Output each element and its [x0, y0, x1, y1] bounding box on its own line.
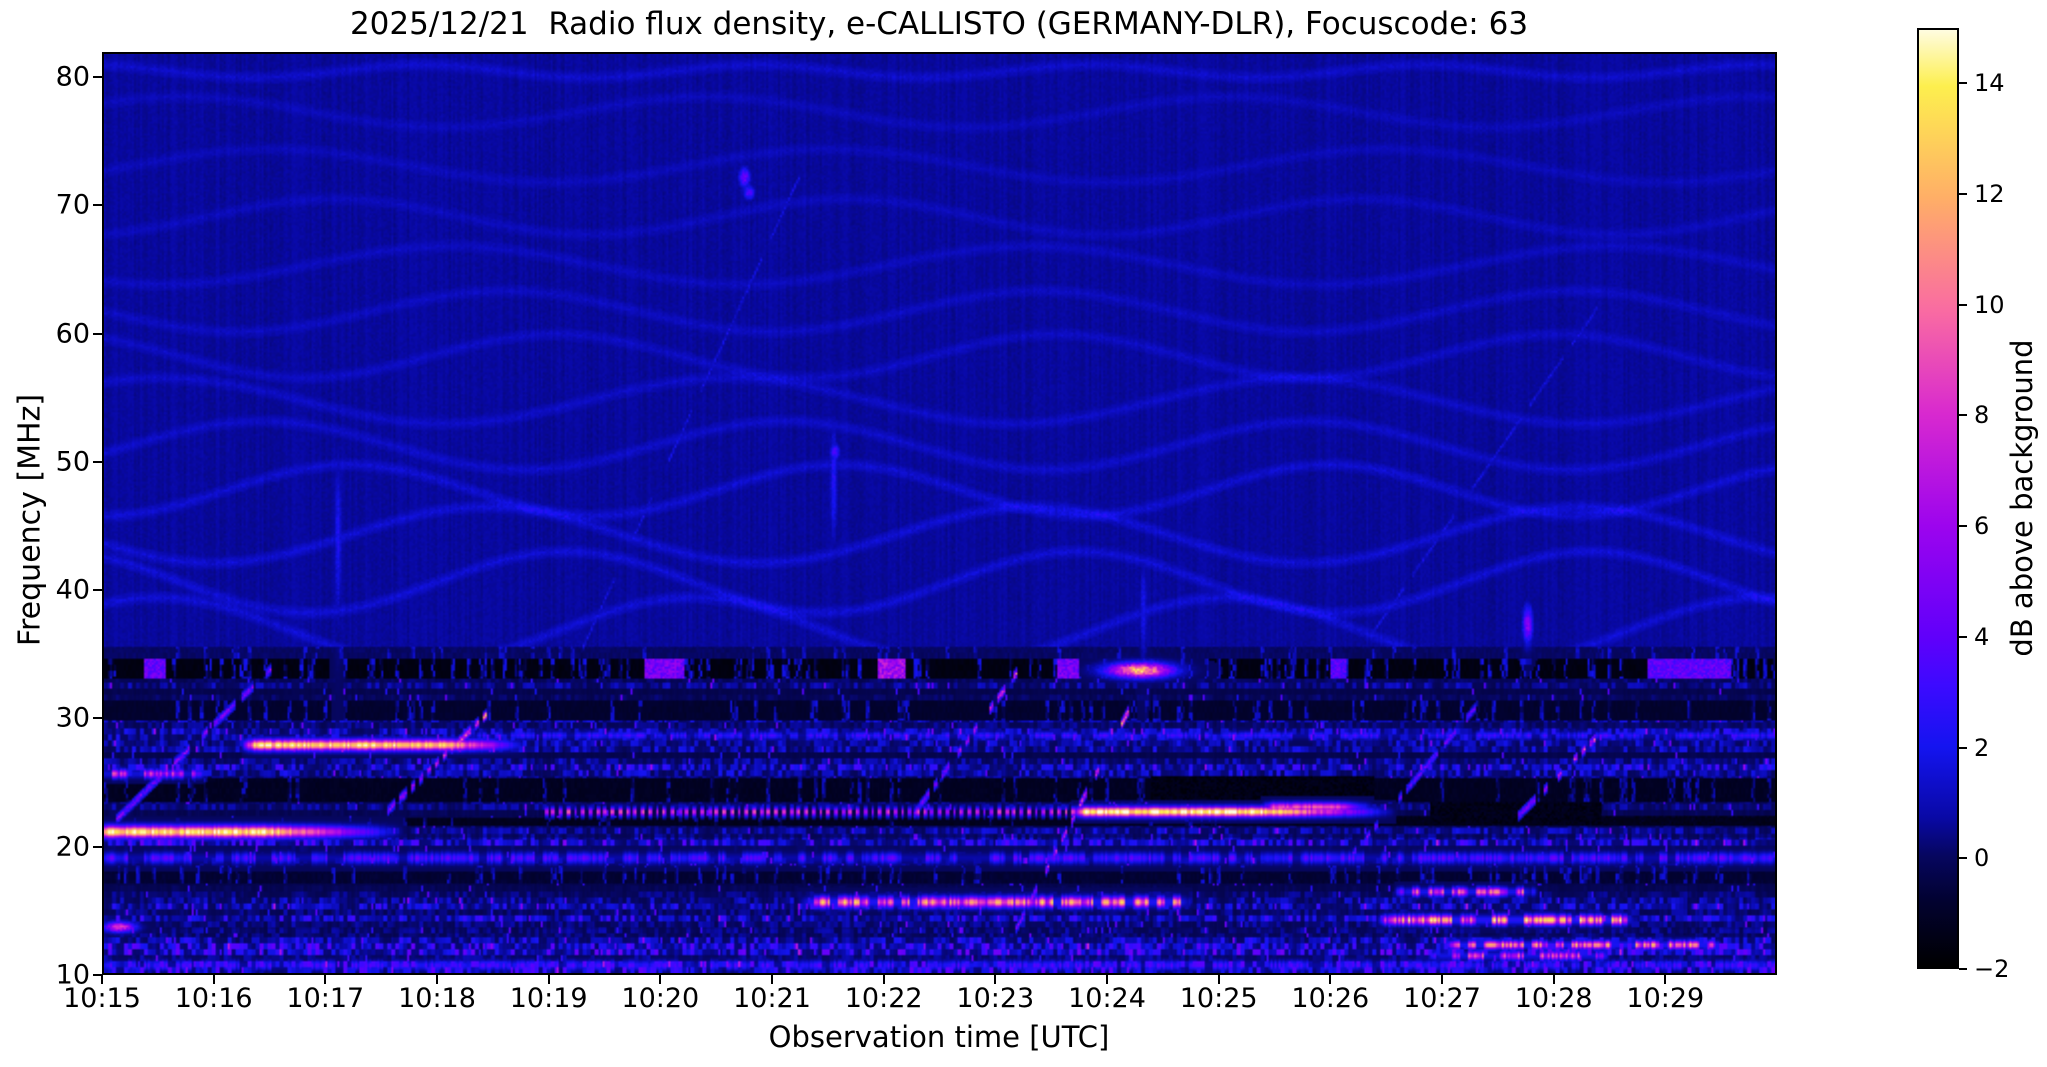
x-tick-label: 10:20: [621, 983, 700, 1014]
x-tick-mark: [1106, 975, 1108, 984]
colorbar-tick-mark: [1959, 635, 1967, 638]
x-tick-label: 10:29: [1626, 983, 1705, 1014]
spectrogram-plot-area: [102, 52, 1777, 975]
x-tick-label: 10:18: [398, 983, 476, 1014]
spectrogram-heatmap: [104, 54, 1775, 973]
colorbar-tick-label: 0: [1974, 844, 1990, 873]
y-tick-label: 80: [55, 61, 90, 93]
colorbar: [1917, 28, 1959, 969]
colorbar-tick-mark: [1959, 82, 1967, 85]
x-tick-mark: [101, 975, 103, 984]
x-tick-label: 10:25: [1179, 983, 1258, 1014]
chart-title: 2025/12/21 Radio flux density, e-CALLIST…: [349, 6, 1529, 42]
y-tick-label: 70: [55, 189, 90, 221]
y-tick-label: 10: [55, 959, 90, 991]
y-tick-mark: [93, 845, 102, 848]
x-tick-label: 10:21: [733, 983, 811, 1014]
y-tick-label: 20: [55, 831, 90, 863]
y-tick-label: 60: [55, 318, 90, 350]
colorbar-tick-mark: [1959, 414, 1967, 417]
x-tick-label: 10:17: [286, 983, 365, 1014]
x-tick-mark: [659, 975, 662, 984]
x-tick-mark: [771, 975, 773, 984]
y-tick-label: 50: [55, 446, 90, 478]
x-tick-label: 10:28: [1514, 983, 1593, 1014]
x-axis-label: Observation time [UTC]: [768, 1020, 1110, 1054]
x-tick-mark: [436, 975, 438, 984]
y-tick-mark: [93, 589, 102, 592]
colorbar-tick-mark: [1959, 303, 1967, 306]
colorbar-tick-label: 14: [1974, 69, 2005, 98]
y-tick-mark: [93, 974, 102, 976]
x-tick-label: 10:23: [956, 983, 1035, 1014]
colorbar-tick-mark: [1959, 968, 1967, 970]
y-tick-mark: [93, 76, 102, 78]
x-tick-label: 10:24: [1068, 983, 1146, 1014]
x-tick-label: 10:19: [509, 983, 588, 1014]
colorbar-tick-label: 2: [1974, 733, 1990, 762]
y-tick-label: 40: [55, 574, 90, 606]
colorbar-tick-label: 6: [1974, 512, 1990, 541]
x-tick-label: 10:22: [844, 983, 923, 1014]
colorbar-tick-label: 8: [1974, 401, 1990, 430]
x-tick-mark: [1441, 975, 1443, 984]
x-tick-mark: [324, 975, 327, 984]
x-tick-mark: [547, 975, 550, 984]
colorbar-tick-mark: [1959, 193, 1967, 196]
colorbar-tick-mark: [1959, 525, 1967, 528]
colorbar-tick-label: 12: [1974, 180, 2005, 209]
x-tick-mark: [994, 975, 997, 984]
colorbar-tick-label: −2: [1974, 955, 2010, 983]
colorbar-tick-label: 10: [1974, 290, 2005, 319]
x-tick-mark: [1217, 975, 1220, 984]
x-tick-label: 10:26: [1291, 983, 1370, 1014]
y-tick-label: 30: [55, 702, 90, 734]
x-tick-label: 10:27: [1403, 983, 1481, 1014]
y-tick-mark: [93, 204, 102, 207]
x-tick-mark: [1664, 975, 1667, 984]
colorbar-tick-label: 4: [1974, 622, 1990, 651]
colorbar-label: dB above background: [2005, 339, 2039, 657]
y-axis-label: Frequency [MHz]: [12, 393, 48, 647]
colorbar-tick-mark: [1959, 746, 1967, 749]
x-tick-mark: [1329, 975, 1332, 984]
y-tick-mark: [93, 332, 102, 335]
x-tick-mark: [212, 975, 215, 984]
y-tick-mark: [93, 460, 102, 463]
x-tick-label: 10:16: [174, 983, 253, 1014]
x-tick-mark: [1552, 975, 1555, 984]
x-tick-mark: [882, 975, 885, 984]
y-tick-mark: [93, 717, 102, 720]
x-tick-label: 10:15: [63, 983, 141, 1014]
colorbar-tick-mark: [1959, 857, 1967, 860]
